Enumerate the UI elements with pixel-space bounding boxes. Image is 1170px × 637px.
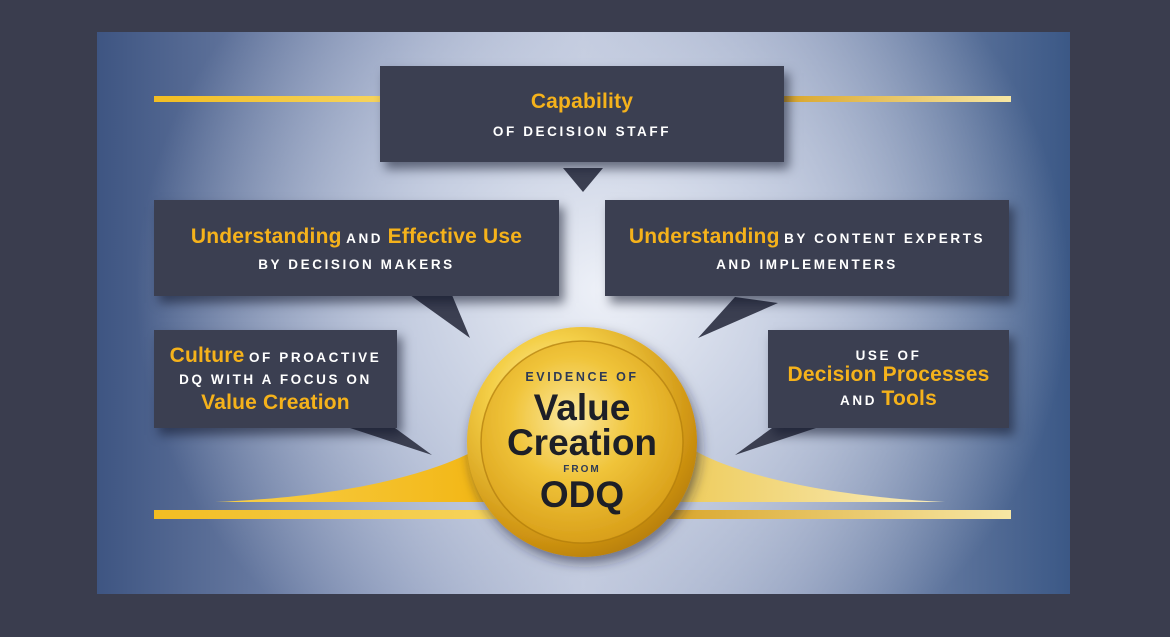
bottom-bar-left [154, 510, 504, 519]
implementers-text: AND IMPLEMENTERS [716, 256, 898, 272]
top-bar-left [154, 96, 384, 102]
and-label: AND [840, 392, 878, 408]
experts-pointer [698, 297, 778, 338]
culture-box: Culture OF PROACTIVE DQ WITH A FOCUS ON … [154, 330, 397, 428]
understanding-label: Understanding [628, 224, 780, 248]
dq-focus-text: DQ WITH A FOCUS ON [179, 371, 372, 387]
capability-subtitle: OF DECISION STAFF [492, 123, 672, 139]
capability-title: Capability [530, 89, 634, 113]
content-experts-text: BY CONTENT EXPERTS [784, 230, 986, 246]
medal-from-text: FROM [563, 464, 601, 475]
bottom-bar-right [660, 510, 1011, 519]
swoosh-right [670, 448, 945, 502]
capability-pointer [563, 168, 603, 192]
medal-evidence-text: EVIDENCE OF [525, 370, 639, 384]
use-of-text: USE OF [855, 347, 922, 363]
medal-value-text: Value [533, 387, 631, 428]
medal-graphic [467, 327, 697, 557]
decision-processes-label: Decision Processes [787, 362, 990, 386]
tools-pointer [735, 428, 816, 455]
tools-heading: AND Tools [840, 387, 937, 411]
decision-makers-heading: Understanding AND Effective Use [191, 225, 522, 249]
effective-use-label: Effective Use [387, 224, 523, 248]
medal-creation-text: Creation [506, 422, 658, 463]
decision-makers-subtitle: BY DECISION MAKERS [258, 256, 455, 272]
tools-label: Tools [881, 386, 937, 410]
content-experts-heading: Understanding BY CONTENT EXPERTS [629, 225, 985, 249]
understanding-label: Understanding [190, 224, 342, 248]
medal-odq-text: ODQ [539, 474, 625, 515]
culture-pointer [350, 428, 432, 455]
value-creation-label: Value Creation [201, 390, 350, 414]
capability-box: Capability OF DECISION STAFF [380, 66, 784, 162]
and-label: AND [346, 230, 384, 246]
value-creation-medal: EVIDENCE OF Value Creation FROM ODQ [467, 336, 697, 546]
culture-label: Culture [169, 343, 245, 367]
processes-tools-box: USE OF Decision Processes AND Tools [768, 330, 1009, 428]
decision-makers-box: Understanding AND Effective Use BY DECIS… [154, 200, 559, 296]
top-bar-right [780, 96, 1011, 102]
proactive-text: OF PROACTIVE [248, 349, 382, 365]
culture-heading: Culture OF PROACTIVE [170, 344, 382, 368]
makers-pointer [410, 295, 470, 338]
swoosh-left [215, 448, 500, 502]
content-experts-box: Understanding BY CONTENT EXPERTS AND IMP… [605, 200, 1009, 296]
